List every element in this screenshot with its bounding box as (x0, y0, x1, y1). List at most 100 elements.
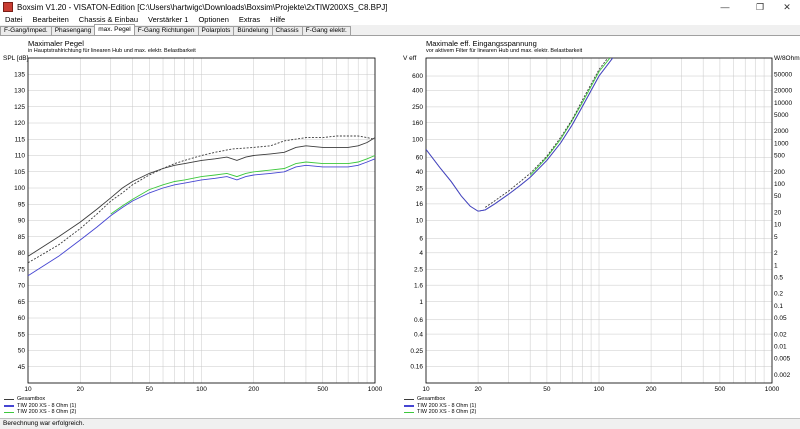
menu-hilfe[interactable]: Hilfe (270, 15, 286, 24)
y-tick-label: 75 (18, 266, 26, 273)
x-tick-label: 200 (646, 386, 657, 393)
menu-verstaerker[interactable]: Verstärker 1 (148, 15, 189, 24)
y-tick-label: 250 (412, 104, 423, 111)
y-tick-label: 80 (18, 250, 26, 257)
maximize-button[interactable]: ❐ (755, 1, 765, 12)
y-tick-label: 600 (412, 73, 423, 80)
y2-axis-label: W/8Ohm (774, 55, 800, 62)
y-tick-label: 1.6 (414, 282, 423, 289)
tab-fgang-richtungen[interactable]: F-Gang Richtungen (133, 26, 199, 35)
y-tick-label: 25 (416, 185, 424, 192)
legend-label: TIW 200 XS - 8 Ohm (1) (417, 402, 477, 409)
y-tick-label: 0.16 (410, 364, 423, 371)
legend-swatch (404, 398, 414, 400)
x-tick-label: 50 (146, 386, 154, 393)
y-axis-label: V eff (403, 55, 416, 62)
status-bar: Berechnung war erfolgreich. (0, 418, 800, 429)
x-tick-label: 10 (422, 386, 430, 393)
y2-tick-label: 500 (774, 153, 785, 160)
y-tick-label: 95 (18, 201, 26, 208)
x-tick-label: 1000 (368, 386, 383, 393)
plot-frame (27, 57, 376, 384)
y-tick-label: 60 (18, 315, 26, 322)
menu-optionen[interactable]: Optionen (198, 15, 229, 24)
tab-fgang-imped[interactable]: F-Gang/Imped. (0, 26, 52, 35)
x-tick-label: 500 (714, 386, 725, 393)
chart-subtitle: vor aktivem Filter für linearen Hub und … (426, 48, 583, 54)
close-button[interactable]: ✕ (783, 1, 791, 12)
y-tick-label: 0.25 (410, 348, 423, 355)
legend-label: Gesamtbox (417, 396, 446, 403)
y-tick-label: 0.4 (414, 331, 423, 338)
tab-polarplots[interactable]: Polarplots (197, 26, 235, 35)
y-tick-label: 160 (412, 120, 423, 127)
y2-tick-label: 10 (774, 222, 782, 229)
tab-chassis[interactable]: Chassis (271, 26, 303, 35)
series-line (27, 158, 376, 277)
y2-tick-label: 50 (774, 193, 782, 200)
y-axis-label: SPL [dB] (3, 55, 29, 62)
y-tick-label: 4 (419, 250, 423, 257)
y2-tick-label: 1 (774, 262, 778, 269)
menu-bar: Datei Bearbeiten Chassis & Einbau Verstä… (0, 14, 800, 25)
max-voltage-chart: 6004002501601006040251610642.51.610.60.4… (403, 55, 800, 393)
y2-tick-label: 1000 (774, 140, 789, 147)
y-tick-label: 0.6 (414, 317, 423, 324)
series-line (110, 155, 376, 215)
series-line (426, 58, 614, 212)
menu-chassis-einbau[interactable]: Chassis & Einbau (78, 15, 138, 24)
legend-item: TIW 200 XS - 8 Ohm (1) (4, 403, 76, 410)
legend-item: Gesamtbox (4, 396, 76, 403)
max-level-panel: Maximaler Pegel in Hauptstrahlrichtung f… (0, 35, 400, 419)
minimize-button[interactable]: — (720, 2, 730, 12)
x-tick-label: 100 (594, 386, 605, 393)
legend-swatch (4, 411, 14, 413)
tab-bar: F-Gang/Imped. Phasengang max. Pegel F-Ga… (0, 24, 800, 35)
legend-label: Gesamtbox (17, 396, 46, 403)
x-tick-label: 500 (317, 386, 328, 393)
y-tick-label: 135 (14, 71, 25, 78)
y-tick-label: 70 (18, 283, 26, 290)
y-tick-label: 400 (412, 88, 423, 95)
legend-swatch (404, 411, 414, 413)
y-tick-label: 2.5 (414, 267, 423, 274)
y2-tick-label: 20000 (774, 88, 792, 95)
y-tick-label: 125 (14, 104, 25, 111)
legend-item: TIW 200 XS - 8 Ohm (1) (404, 403, 476, 410)
menu-datei[interactable]: Datei (5, 15, 23, 24)
y2-tick-label: 100 (774, 181, 785, 188)
app-icon (3, 2, 13, 12)
chart-title: Maximale eff. Eingangsspannung (426, 39, 537, 48)
legend-item: TIW 200 XS - 8 Ohm (2) (4, 409, 76, 416)
tab-buendelung[interactable]: Bündelung (233, 26, 273, 35)
y-tick-label: 65 (18, 299, 26, 306)
legend-item: TIW 200 XS - 8 Ohm (2) (404, 409, 476, 416)
legend-label: TIW 200 XS - 8 Ohm (2) (17, 409, 77, 416)
y-tick-label: 130 (14, 88, 25, 95)
y-tick-label: 100 (14, 185, 25, 192)
y-tick-label: 120 (14, 120, 25, 127)
y2-tick-label: 50000 (774, 71, 792, 78)
legend-item: Gesamtbox (404, 396, 476, 403)
tab-fgang-elektr[interactable]: F-Gang elektr. (301, 26, 351, 35)
y2-tick-label: 0.005 (774, 356, 791, 363)
x-tick-label: 10 (24, 386, 32, 393)
menu-extras[interactable]: Extras (238, 15, 261, 24)
y2-tick-label: 0.2 (774, 291, 783, 298)
y-tick-label: 40 (416, 169, 424, 176)
window-title: Boxsim V1.20 - VISATON-Edition [C:\Users… (17, 2, 388, 12)
series-line (27, 137, 376, 257)
tab-phasengang[interactable]: Phasengang (50, 26, 96, 35)
tab-max-pegel[interactable]: max. Pegel (94, 24, 135, 35)
legend-label: TIW 200 XS - 8 Ohm (2) (417, 409, 477, 416)
y-tick-label: 6 (419, 236, 423, 243)
y-tick-label: 115 (15, 136, 26, 143)
menu-bearbeiten[interactable]: Bearbeiten (32, 15, 69, 24)
y2-tick-label: 0.05 (774, 315, 787, 322)
y2-tick-label: 20 (774, 209, 782, 216)
x-tick-label: 20 (77, 386, 85, 393)
y2-tick-label: 0.5 (774, 274, 783, 281)
y2-tick-label: 5 (774, 234, 778, 241)
y-tick-label: 60 (416, 154, 424, 161)
x-tick-label: 200 (248, 386, 259, 393)
